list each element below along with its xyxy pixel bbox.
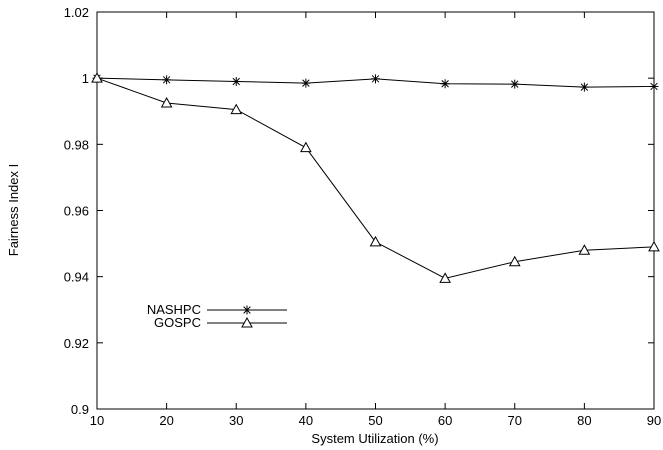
point-gospc-marker	[230, 103, 243, 115]
point-gospc-marker	[578, 244, 591, 255]
y-tick-label: 0.98	[64, 137, 89, 152]
point-gospc-marker	[300, 141, 312, 153]
x-tick-label: 90	[647, 413, 661, 428]
point-gospc-marker	[508, 255, 521, 267]
x-tick-label: 40	[299, 413, 313, 428]
x-axis-label: System Utilization (%)	[311, 431, 438, 446]
series-line-gospc	[96, 77, 655, 279]
y-tick-label: 1.02	[64, 5, 89, 20]
x-tick-label: 20	[159, 413, 173, 428]
point-nashpc-marker	[510, 79, 520, 89]
x-tick-label: 70	[508, 413, 522, 428]
point-nashpc-marker	[231, 76, 241, 86]
x-tick-label: 50	[368, 413, 382, 428]
legend-gospc-marker	[241, 316, 253, 328]
series-layer	[91, 72, 660, 283]
y-tick-label: 1	[82, 71, 89, 86]
point-nashpc-marker	[301, 78, 311, 88]
point-nashpc-marker	[579, 82, 589, 92]
point-gospc-marker	[439, 272, 451, 283]
y-axis-label: Fairness Index I	[6, 164, 21, 257]
point-nashpc-marker	[371, 74, 380, 84]
x-tick-label: 30	[229, 413, 243, 428]
point-nashpc-marker	[162, 75, 172, 85]
point-gospc-marker	[369, 235, 382, 247]
x-tick-label: 80	[577, 413, 591, 428]
point-nashpc-marker	[649, 81, 659, 91]
point-nashpc-marker	[440, 79, 450, 89]
legend-label-nashpc: NASHPC	[147, 302, 201, 317]
point-gospc-marker	[648, 240, 660, 252]
axis-ticks: 10 20 30 40 50 60 70 80 90 0.9 0.92 0.94 0.96 0.98 1 1.…	[64, 5, 662, 428]
y-tick-label: 0.94	[64, 270, 89, 285]
point-gospc-marker	[91, 72, 103, 83]
y-tick-label: 0.9	[71, 402, 89, 417]
legend-nashpc-marker	[242, 305, 252, 315]
y-tick-label: 0.96	[64, 204, 89, 219]
point-gospc-marker	[160, 96, 173, 108]
plot-frame	[96, 11, 655, 410]
x-tick-label: 10	[90, 413, 104, 428]
x-tick-label: 60	[438, 413, 452, 428]
y-tick-label: 0.92	[64, 336, 89, 351]
legend-label-gospc: GOSPC	[154, 315, 201, 330]
